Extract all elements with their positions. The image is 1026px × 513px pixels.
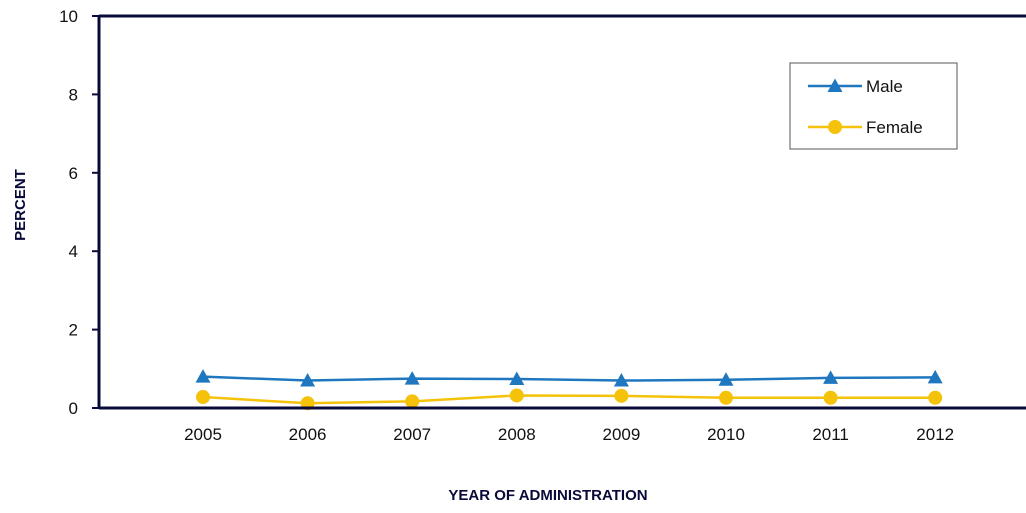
data-point (300, 373, 316, 387)
data-point (823, 370, 839, 384)
data-point (195, 369, 211, 383)
legend-label: Female (866, 118, 923, 137)
data-point (614, 388, 629, 403)
legend: Male Female (789, 62, 958, 150)
x-tick-label: 2005 (184, 425, 222, 444)
data-point (928, 390, 943, 405)
x-tick-label: 2006 (289, 425, 327, 444)
series-male (195, 369, 943, 387)
x-axis-title: YEAR OF ADMINISTRATION (448, 487, 647, 504)
legend-swatch-marker (828, 120, 842, 134)
y-tick-label: 8 (69, 85, 78, 104)
data-point (613, 373, 629, 387)
legend-box (789, 62, 958, 150)
series-female (196, 388, 943, 411)
y-axis-title: PERCENT (12, 169, 29, 241)
data-point (196, 390, 210, 405)
data-point (509, 371, 525, 385)
data-point (927, 369, 943, 384)
x-tick-label: 2008 (498, 425, 536, 444)
y-axis-ticks: 0 2 4 6 8 10 (59, 7, 99, 418)
data-point (719, 390, 733, 405)
series-layer (195, 369, 943, 411)
legend-swatch-marker (827, 78, 843, 92)
y-tick-label: 2 (69, 321, 78, 340)
x-tick-label: 2010 (707, 425, 745, 444)
legend-item: Female (808, 118, 923, 137)
x-tick-label: 2009 (602, 425, 640, 444)
data-point (823, 390, 838, 405)
x-tick-label: 2011 (812, 425, 849, 444)
x-axis-ticks: 2005 2006 2007 2008 2009 2010 2011 2012 (184, 425, 954, 444)
legend-item: Male (808, 77, 903, 96)
data-point (718, 372, 734, 386)
series-line (202, 375, 936, 382)
y-tick-label: 10 (59, 7, 78, 26)
data-point (405, 394, 420, 409)
x-tick-label: 2012 (916, 425, 954, 444)
y-tick-label: 0 (69, 399, 78, 418)
data-point (509, 388, 524, 403)
series-line (202, 394, 936, 405)
y-tick-label: 4 (69, 242, 78, 261)
x-tick-label: 2007 (393, 425, 431, 444)
legend-label: Male (866, 77, 903, 96)
y-tick-label: 6 (69, 164, 78, 183)
data-point (404, 371, 420, 385)
